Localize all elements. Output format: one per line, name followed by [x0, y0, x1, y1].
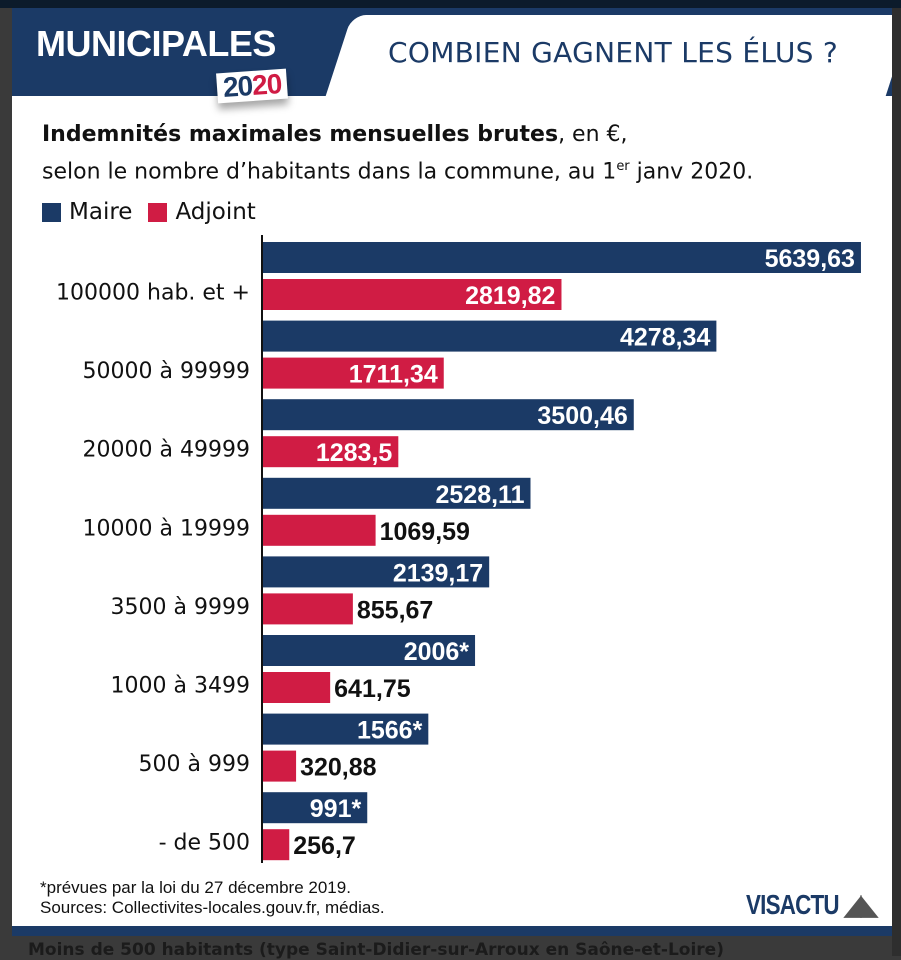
bar-adjoint: [262, 672, 331, 703]
bar-adjoint: [262, 357, 444, 389]
legend-swatch-maire: [42, 202, 61, 222]
data-label-maire: 5639,63: [765, 245, 855, 273]
data-label-adjoint: 641,75: [334, 675, 411, 703]
infographic-card: MUNICIPALES 2020 COMBIEN GAGNENT LES ÉLU…: [12, 8, 892, 926]
chart-subtitle: selon le nombre d’habitants dans la comm…: [42, 159, 753, 184]
article-caption: Moins de 500 habitants (type Saint-Didie…: [28, 940, 724, 960]
category-label: 500 à 999: [139, 752, 250, 777]
legend-swatch-adjoint: [148, 202, 168, 222]
category-label: 1000 à 3499: [111, 674, 250, 699]
legend-label-maire: Maire: [69, 199, 133, 225]
chart-title: Indemnités maximales mensuelles brutes, …: [42, 122, 628, 147]
bar-adjoint: [262, 750, 297, 782]
category-label: 3500 à 9999: [111, 595, 250, 620]
bar-maire: [262, 713, 429, 745]
subtitle-part: janv 2020.: [629, 159, 754, 185]
legend-label-adjoint: Adjoint: [175, 199, 256, 225]
category-label: 50000 à 99999: [83, 359, 250, 384]
category-label: 20000 à 49999: [83, 438, 250, 463]
page-background-strip: [892, 8, 901, 956]
bar-adjoint: [262, 279, 562, 310]
data-label-adjoint: 320,88: [300, 754, 377, 782]
data-label-adjoint: 256,7: [293, 832, 356, 860]
bar-maire: [262, 792, 368, 824]
logo-municipales: MUNICIPALES: [36, 23, 276, 64]
page-title: COMBIEN GAGNENT LES ÉLUS ?: [388, 36, 839, 69]
data-label-maire: 2139,17: [393, 559, 483, 587]
data-label-adjoint: 1069,59: [380, 518, 470, 546]
category-label: 100000 hab. et +: [56, 281, 250, 306]
data-label-adjoint: 1711,34: [349, 361, 438, 389]
bar-maire: [262, 320, 717, 352]
bar-adjoint: [262, 593, 353, 625]
data-label-maire: 1566*: [357, 717, 423, 745]
chart-title-bold: Indemnités maximales mensuelles brutes: [42, 122, 559, 147]
data-label-maire: 2006*: [404, 638, 470, 666]
footnote-note: *prévues par la loi du 27 décembre 2019.: [40, 878, 351, 897]
bar-maire: [262, 556, 490, 588]
bar-maire: [262, 399, 634, 431]
bar-adjoint: [262, 829, 290, 861]
data-label-maire: 3500,46: [537, 402, 627, 430]
data-label-adjoint: 1283,5: [316, 439, 393, 467]
top-band: [0, 0, 901, 8]
bottom-bar: [12, 926, 892, 936]
data-label-adjoint: 855,67: [357, 596, 433, 624]
brand-text: VISACTU: [746, 889, 840, 920]
data-label-maire: 4278,34: [620, 324, 710, 352]
legend: Maire Adjoint: [42, 199, 256, 225]
data-label-maire: 2528,11: [435, 481, 524, 509]
bar-adjoint: [262, 436, 399, 468]
bar-adjoint: [262, 514, 376, 546]
visactu-logo: VISACTU ◢◣: [746, 888, 878, 921]
bar-maire: [262, 242, 861, 273]
data-label-maire: 991*: [310, 795, 362, 823]
subtitle-part: selon le nombre d’habitants dans la comm…: [42, 159, 617, 185]
footnote-sources: Sources: Collectivites-locales.gouv.fr, …: [40, 898, 385, 917]
category-label: - de 500: [159, 831, 250, 856]
bar-maire: [262, 477, 531, 509]
bar-maire: [262, 635, 476, 666]
bar-chart: 100000 hab. et + 5639,63 2819,82 50000 à 99…: [56, 235, 861, 863]
subtitle-sup: er: [616, 159, 630, 174]
category-label: 10000 à 19999: [83, 516, 250, 541]
footnote: *prévues par la loi du 27 décembre 2019.…: [40, 878, 385, 918]
brand-mark-icon: ◢◣: [844, 889, 878, 920]
data-label-adjoint: 2819,82: [465, 282, 555, 310]
chart-title-rest: , en €,: [558, 122, 628, 147]
